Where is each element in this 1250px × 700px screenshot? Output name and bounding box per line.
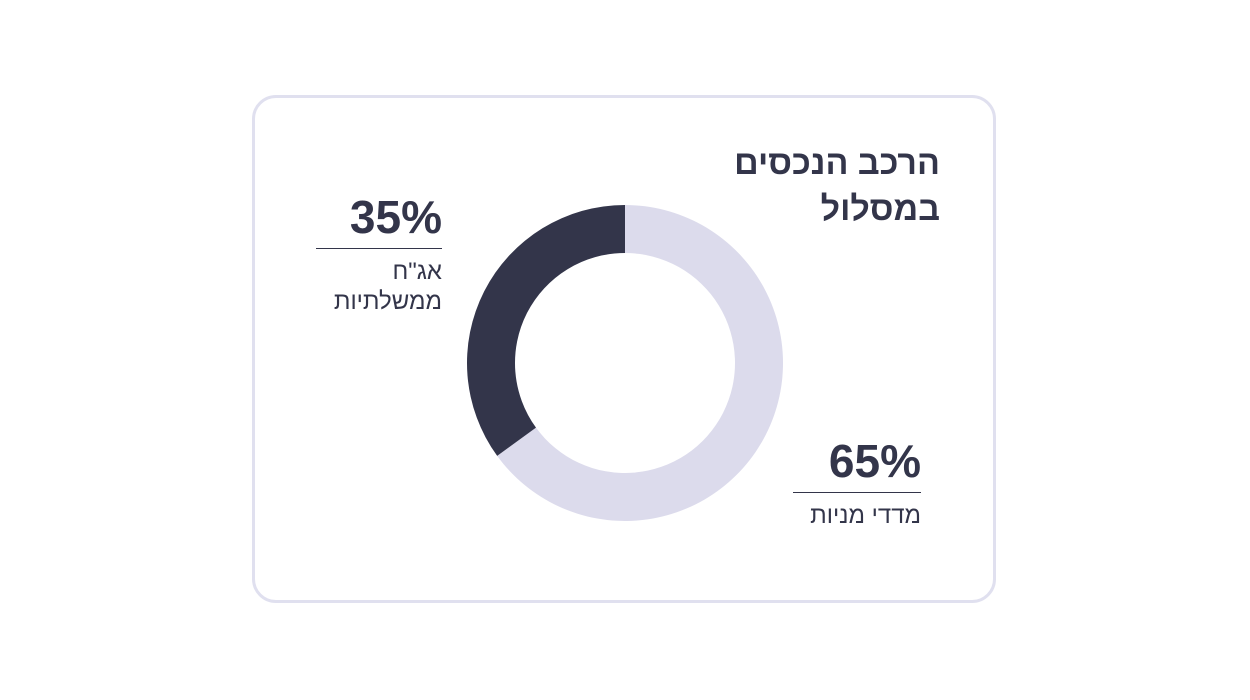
chart-title-line-2: במסלול	[820, 190, 940, 228]
chart-title-line-1: הרכב הנכסים	[734, 144, 940, 182]
slice-value-stocks: 65%	[828, 435, 921, 487]
slice-name-stocks-line-1: מדדי מניות	[810, 502, 921, 529]
label-divider	[793, 492, 921, 493]
slice-name-bonds-line-2: ממשלתיות	[333, 288, 442, 315]
chart-title: הרכב הנכסים במסלול	[700, 140, 940, 232]
slice-name-bonds-line-1: אג"ח	[392, 258, 442, 285]
slice-name-stocks: מדדי מניות	[793, 501, 921, 531]
slice-name-bonds: אג"ח ממשלתיות	[316, 257, 442, 317]
slice-label-stocks: 65% מדדי מניות	[793, 436, 921, 531]
slice-value-bonds: 35%	[349, 191, 442, 243]
label-divider	[316, 248, 442, 249]
slice-label-bonds: 35% אג"ח ממשלתיות	[316, 192, 442, 317]
